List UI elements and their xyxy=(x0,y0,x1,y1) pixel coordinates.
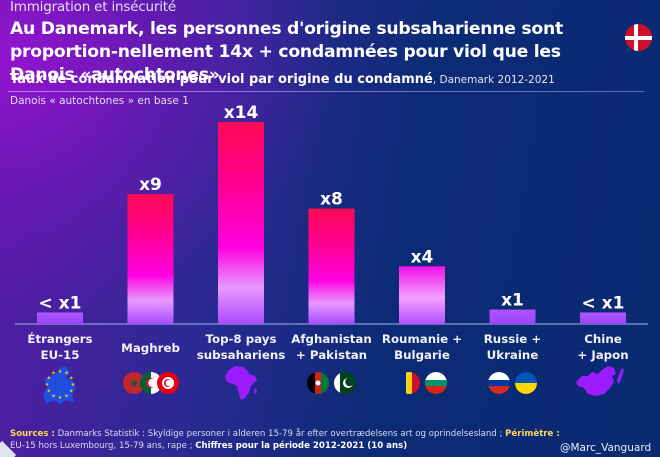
category-icons: ★ ★ ★ ★ ★ ★ ★ ★ ★ ★ ★ ★ xyxy=(20,364,100,410)
category-label-line: Afghanistan xyxy=(291,332,372,346)
category-label-line: subsahariens xyxy=(196,348,286,362)
category-icons: ★ xyxy=(111,372,191,398)
category-icons xyxy=(563,364,643,404)
svg-text:★: ★ xyxy=(46,376,51,382)
sources-text: Danmarks Statistik : Skyldige personer i… xyxy=(54,429,506,439)
data-label: x4 xyxy=(411,247,434,267)
chart-subtitle: Taux de condamnation pour viol par origi… xyxy=(10,72,555,87)
perimeter-text: EU-15 hors Luxembourg, 15-79 ans, rape ; xyxy=(10,441,196,451)
china-japan-map-icon xyxy=(574,364,632,404)
category-label-line: Chine xyxy=(584,332,622,346)
category-label: Chine + Japon xyxy=(548,331,658,363)
morocco-flag-icon: ★ xyxy=(122,372,145,398)
category-label-line: EU-15 xyxy=(40,348,80,362)
bulgaria-flag-icon xyxy=(424,372,447,398)
data-label: x8 xyxy=(320,190,343,210)
ukraine-flag-icon xyxy=(515,372,537,398)
author-handle[interactable]: @Marc_Vanguard xyxy=(560,442,652,454)
eu-map-icon: ★ ★ ★ ★ ★ ★ ★ ★ ★ ★ ★ ★ xyxy=(40,364,80,410)
category-label: Étrangers EU-15 xyxy=(5,331,115,363)
data-label: < x1 xyxy=(582,293,625,313)
category-label-line: Top-8 pays xyxy=(205,332,277,346)
romania-flag-icon xyxy=(397,372,420,398)
bar-7 xyxy=(580,312,626,324)
data-label: x14 xyxy=(224,103,259,123)
bar-4 xyxy=(308,208,355,324)
category-label-line: Bulgarie xyxy=(394,348,450,362)
bar-3 xyxy=(218,122,264,324)
denmark-flag-icon xyxy=(625,24,652,51)
svg-text:★: ★ xyxy=(69,389,74,395)
svg-text:★: ★ xyxy=(45,382,50,388)
category-label: Maghreb xyxy=(96,340,206,356)
svg-text:★: ★ xyxy=(51,371,56,377)
svg-text:★: ★ xyxy=(129,377,139,390)
svg-text:★: ★ xyxy=(51,393,56,399)
svg-text:★: ★ xyxy=(64,371,69,377)
bar-2 xyxy=(127,194,174,324)
category-label: Afghanistan + Pakistan xyxy=(277,331,387,363)
svg-text:★: ★ xyxy=(46,389,51,395)
category-label-line: + Pakistan xyxy=(295,348,368,362)
africa-map-icon xyxy=(223,364,259,406)
base-note: Danois « autochtones » en base 1 xyxy=(10,95,189,107)
subtitle-rest: , Danemark 2012-2021 xyxy=(432,74,555,86)
svg-text:★: ★ xyxy=(69,376,74,382)
category-icons xyxy=(292,372,372,398)
category-icons xyxy=(473,372,553,398)
tunisia-flag-icon xyxy=(156,372,179,398)
category-icons xyxy=(382,372,462,398)
category-label-line: Ukraine xyxy=(486,348,539,362)
pakistan-flag-icon xyxy=(334,372,356,398)
perimeter-label: Périmètre : xyxy=(505,429,560,439)
subtitle-bold: Taux de condamnation pour viol par origi… xyxy=(10,72,433,87)
data-label: x9 xyxy=(139,175,162,195)
svg-text:★: ★ xyxy=(64,393,69,399)
category-label-line: Roumanie + xyxy=(381,332,463,346)
svg-text:★: ★ xyxy=(58,395,63,401)
category-label: Top-8 pays subsahariens xyxy=(186,331,296,363)
category-label: Roumanie + Bulgarie xyxy=(367,331,477,363)
category-label-line: Russie + xyxy=(483,332,542,346)
category-icons xyxy=(201,364,281,406)
sources-note: Sources : Danmarks Statistik : Skyldige … xyxy=(10,428,570,452)
svg-text:★: ★ xyxy=(58,369,63,375)
data-label: x1 xyxy=(501,291,524,311)
bar-1 xyxy=(37,312,83,324)
data-label: < x1 xyxy=(39,293,82,313)
russia-flag-icon xyxy=(488,372,510,398)
category-label: Russie + Ukraine xyxy=(458,331,568,363)
afghanistan-flag-icon xyxy=(307,372,329,398)
kicker: Immigration et insécurité xyxy=(10,0,176,15)
algeria-flag-icon xyxy=(139,372,162,398)
headline: Au Danemark, les personnes d'origine sub… xyxy=(10,19,563,85)
category-label-line: + Japon xyxy=(577,348,629,362)
bar-5 xyxy=(399,266,445,324)
svg-text:★: ★ xyxy=(71,382,76,388)
bar-6 xyxy=(489,309,536,324)
category-label-line: Étrangers xyxy=(27,332,93,346)
period-text: Chiffres pour la période 2012-2021 (10 a… xyxy=(195,441,408,451)
sources-label: Sources : xyxy=(10,429,55,439)
divider xyxy=(8,91,644,92)
category-label-line: Maghreb xyxy=(121,341,180,355)
